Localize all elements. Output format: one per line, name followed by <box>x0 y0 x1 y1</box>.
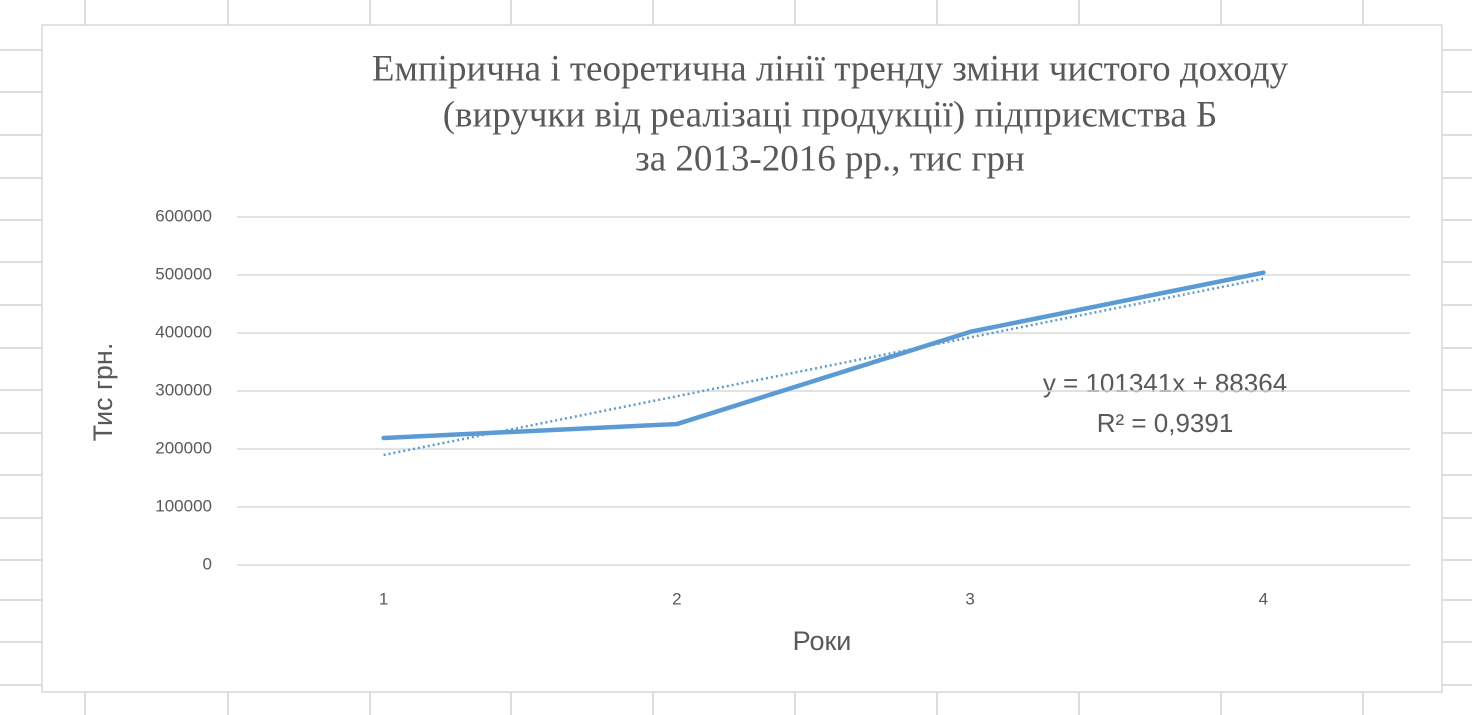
y-tick-label: 0 <box>203 554 212 573</box>
y-tick-label: 500000 <box>155 264 212 283</box>
trend-r2: R² = 0,9391 <box>1097 408 1234 438</box>
y-tick-label: 300000 <box>155 380 212 399</box>
chart-title: (виручки від реалізаці продукції) підпри… <box>443 94 1218 135</box>
chart-title: за 2013-2016 рр., тис грн <box>635 138 1025 179</box>
x-tick-label: 2 <box>672 589 681 608</box>
x-axis-label: Роки <box>793 626 852 656</box>
x-tick-label: 3 <box>965 589 974 608</box>
x-tick-label: 1 <box>379 589 388 608</box>
trend-equation: y = 101341x + 88364 <box>1043 368 1287 398</box>
chart-area <box>41 24 1443 693</box>
data-line <box>381 270 1266 441</box>
y-tick-label: 100000 <box>155 496 212 515</box>
x-tick-label: 4 <box>1259 589 1268 608</box>
y-tick-label: 400000 <box>155 322 212 341</box>
chart-title: Емпірична і теоретична лінії тренду змін… <box>372 48 1289 89</box>
y-tick-label: 200000 <box>155 438 212 457</box>
y-axis-label: Тис грн. <box>88 343 118 442</box>
y-tick-label: 600000 <box>155 206 212 225</box>
